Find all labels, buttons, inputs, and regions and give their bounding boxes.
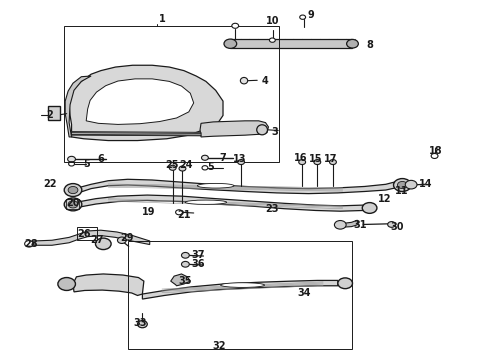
Ellipse shape xyxy=(241,77,247,84)
Text: 30: 30 xyxy=(391,222,404,232)
Bar xyxy=(64,26,279,162)
Polygon shape xyxy=(171,274,190,286)
Polygon shape xyxy=(65,76,91,137)
Circle shape xyxy=(334,221,346,229)
Text: 10: 10 xyxy=(266,17,280,27)
Text: 7: 7 xyxy=(220,153,226,163)
Ellipse shape xyxy=(197,183,234,188)
Text: 33: 33 xyxy=(133,319,147,328)
Circle shape xyxy=(299,159,306,165)
Circle shape xyxy=(96,238,111,249)
Circle shape xyxy=(238,159,245,165)
Text: 6: 6 xyxy=(98,154,104,164)
Circle shape xyxy=(64,198,82,211)
Bar xyxy=(48,106,60,120)
Text: 22: 22 xyxy=(43,179,56,189)
Polygon shape xyxy=(73,274,144,296)
Circle shape xyxy=(24,240,33,247)
Text: 31: 31 xyxy=(354,220,367,230)
Circle shape xyxy=(405,180,417,189)
Circle shape xyxy=(175,210,182,215)
Text: 34: 34 xyxy=(297,288,310,298)
Circle shape xyxy=(181,252,189,258)
Circle shape xyxy=(393,179,411,192)
Polygon shape xyxy=(34,230,150,245)
Circle shape xyxy=(118,237,126,243)
Ellipse shape xyxy=(220,283,265,287)
Polygon shape xyxy=(200,121,269,137)
Text: 13: 13 xyxy=(233,154,247,164)
Polygon shape xyxy=(86,79,194,125)
Circle shape xyxy=(388,222,395,227)
Circle shape xyxy=(169,165,176,170)
Text: 4: 4 xyxy=(261,76,268,86)
Circle shape xyxy=(338,278,352,289)
Circle shape xyxy=(314,159,321,165)
Text: 2: 2 xyxy=(46,111,53,121)
Text: 12: 12 xyxy=(377,194,391,204)
Text: 32: 32 xyxy=(213,341,226,351)
Circle shape xyxy=(224,39,237,48)
Text: 20: 20 xyxy=(66,198,80,208)
Text: 1: 1 xyxy=(159,14,165,24)
Text: 15: 15 xyxy=(309,154,322,164)
Circle shape xyxy=(68,186,78,194)
Text: 8: 8 xyxy=(366,40,373,50)
Text: 5: 5 xyxy=(83,159,90,169)
Circle shape xyxy=(431,153,438,158)
Text: 17: 17 xyxy=(324,154,338,164)
Text: 5: 5 xyxy=(207,162,214,172)
Circle shape xyxy=(346,40,358,48)
Bar xyxy=(230,39,352,48)
Circle shape xyxy=(202,166,208,170)
Circle shape xyxy=(300,15,306,19)
Ellipse shape xyxy=(185,200,227,204)
Polygon shape xyxy=(143,280,338,299)
Text: 23: 23 xyxy=(265,204,279,215)
Circle shape xyxy=(397,181,407,189)
Text: 37: 37 xyxy=(192,250,205,260)
Text: 24: 24 xyxy=(180,160,193,170)
Text: 35: 35 xyxy=(179,276,192,286)
Circle shape xyxy=(181,261,189,267)
Bar xyxy=(77,226,97,240)
Text: 25: 25 xyxy=(165,159,178,170)
Text: 18: 18 xyxy=(429,145,442,156)
Text: 19: 19 xyxy=(142,207,155,217)
Bar xyxy=(66,199,79,210)
Circle shape xyxy=(362,203,377,213)
Text: 27: 27 xyxy=(91,235,104,245)
Circle shape xyxy=(68,201,78,208)
Circle shape xyxy=(201,155,208,160)
Text: 14: 14 xyxy=(419,179,433,189)
Text: 9: 9 xyxy=(308,10,315,20)
Polygon shape xyxy=(340,220,357,227)
Bar xyxy=(128,241,352,348)
Text: 16: 16 xyxy=(294,153,307,163)
Text: 26: 26 xyxy=(77,229,91,239)
Text: 11: 11 xyxy=(394,186,408,197)
Circle shape xyxy=(64,184,82,197)
Text: 3: 3 xyxy=(271,127,278,136)
Circle shape xyxy=(138,320,147,328)
Text: 36: 36 xyxy=(192,259,205,269)
Text: 28: 28 xyxy=(24,239,38,249)
Circle shape xyxy=(270,38,275,42)
Polygon shape xyxy=(69,65,223,140)
Polygon shape xyxy=(80,195,363,211)
Circle shape xyxy=(69,162,74,166)
Circle shape xyxy=(58,278,75,291)
Polygon shape xyxy=(72,132,201,136)
Circle shape xyxy=(330,159,336,165)
Polygon shape xyxy=(80,179,395,194)
Text: 21: 21 xyxy=(177,210,191,220)
Circle shape xyxy=(179,166,186,171)
Text: 29: 29 xyxy=(120,233,133,243)
Circle shape xyxy=(68,156,75,162)
Ellipse shape xyxy=(257,125,268,135)
Circle shape xyxy=(232,23,239,28)
